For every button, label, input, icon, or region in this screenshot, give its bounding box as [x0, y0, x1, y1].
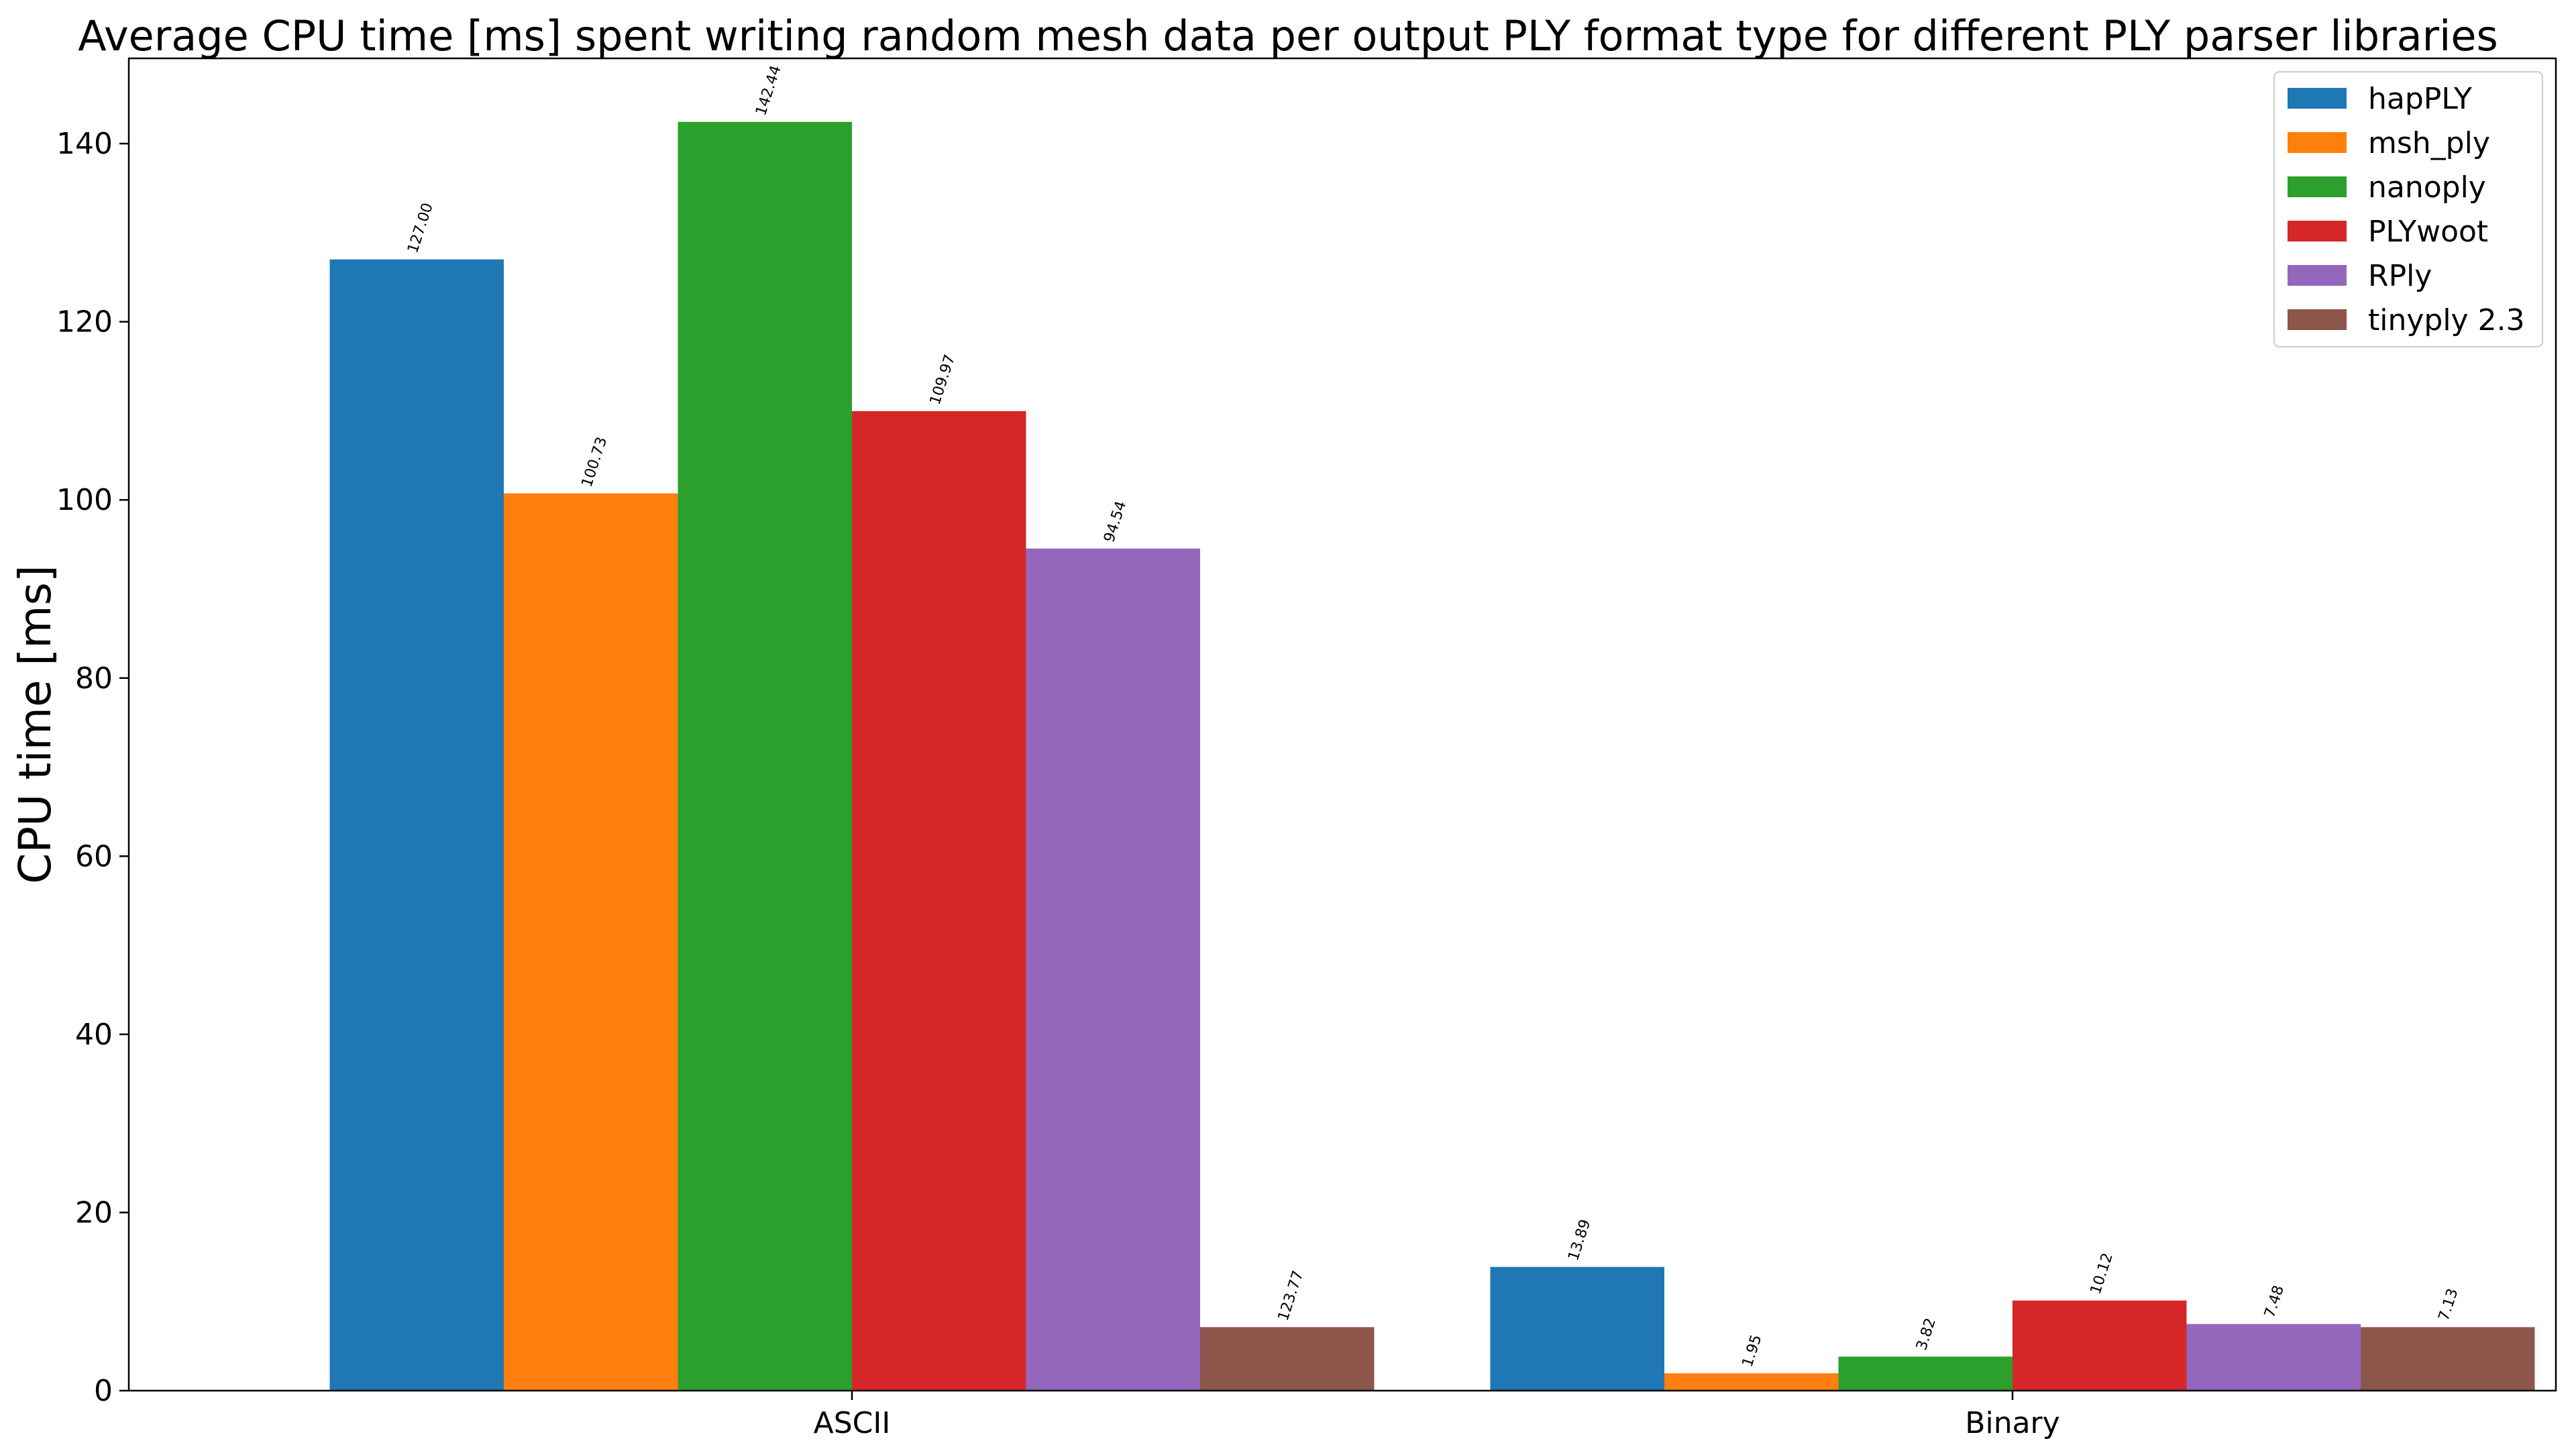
plot-frame: [127, 57, 2557, 1392]
bar-plywoot-ascii: [852, 411, 1026, 1391]
x-tick-label: ASCII: [814, 1406, 891, 1440]
bar-value-label: 7.48: [2261, 1283, 2288, 1320]
bar-value-label: 127.00: [405, 201, 437, 256]
bar-value-label: 13.89: [1565, 1218, 1594, 1263]
legend-label: msh_ply: [2368, 126, 2490, 160]
bar-nanoply-binary: [1838, 1356, 2012, 1391]
legend-swatch: [2288, 221, 2347, 241]
legend-label: hapPLY: [2368, 82, 2472, 116]
legend-label: tinyply 2.3: [2368, 303, 2525, 337]
y-tick-label: 40: [75, 1018, 113, 1052]
bar-value-label: 100.73: [579, 435, 611, 489]
y-tick-label: 140: [56, 127, 113, 161]
y-axis-ticks: 0 20 40 60 80 100 120 140: [56, 127, 129, 1408]
bar-value-label: 142.44: [753, 64, 785, 118]
y-tick-label: 80: [75, 661, 113, 696]
bar-happly-ascii: [329, 259, 504, 1391]
bar-value-label: 123.77: [1275, 1269, 1307, 1323]
bar-happly-binary: [1490, 1267, 1664, 1391]
legend-label: RPly: [2368, 259, 2432, 293]
chart-title: Average CPU time [ms] spent writing rand…: [78, 11, 2498, 60]
legend-label: nanoply: [2368, 170, 2486, 205]
x-axis-ticks: ASCII Binary: [814, 1391, 2060, 1440]
bar-rply-ascii: [1026, 548, 1200, 1391]
bar-msh-ply-binary: [1664, 1373, 1839, 1391]
y-tick-label: 20: [75, 1195, 113, 1230]
y-tick-label: 0: [94, 1374, 113, 1408]
bars-group: [329, 121, 2535, 1391]
legend-swatch: [2288, 132, 2347, 153]
y-axis-label: CPU time [ms]: [9, 565, 61, 883]
bar-value-label: 7.13: [2436, 1287, 2462, 1323]
bar-value-label: 10.12: [2088, 1251, 2116, 1297]
legend-swatch: [2288, 309, 2347, 330]
x-tick-label: Binary: [1965, 1406, 2059, 1440]
bar-nanoply-ascii: [678, 121, 852, 1391]
legend-swatch: [2288, 265, 2347, 286]
bar-value-label: 109.97: [927, 353, 959, 407]
y-tick-label: 60: [75, 839, 113, 873]
bar-value-label: 94.54: [1101, 499, 1130, 545]
legend-label: PLYwoot: [2368, 215, 2488, 249]
bar-value-label: 1.95: [1739, 1333, 1766, 1369]
y-tick-label: 100: [56, 483, 113, 517]
bar-tinyply-2-3-binary: [2361, 1327, 2535, 1391]
legend-swatch: [2288, 88, 2347, 109]
bar-tinyply-2-3-ascii: [1200, 1327, 1375, 1391]
bar-msh-ply-ascii: [504, 493, 678, 1391]
bar-rply-binary: [2186, 1324, 2361, 1391]
y-tick-label: 120: [56, 305, 113, 339]
legend-swatch: [2288, 176, 2347, 197]
bar-value-label: 3.82: [1913, 1316, 1939, 1352]
bar-plywoot-binary: [2012, 1300, 2187, 1391]
